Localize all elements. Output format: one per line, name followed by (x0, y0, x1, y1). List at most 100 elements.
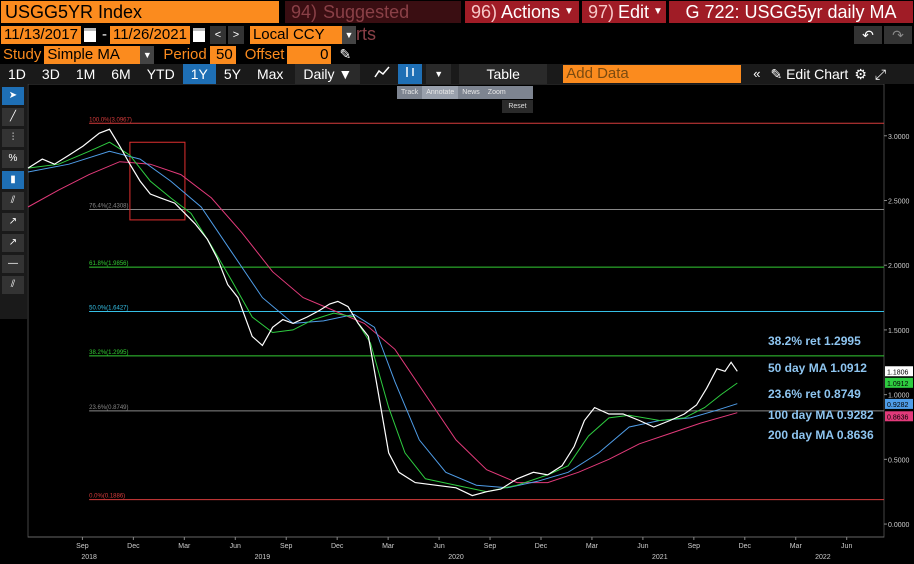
actions-button[interactable]: 96) Actions ▼ (465, 1, 579, 23)
x-tick-label: Mar (586, 543, 599, 550)
start-date-field[interactable]: 11/13/2017 (1, 25, 81, 44)
series-line-100-day-ma[interactable] (27, 150, 738, 489)
x-tick-label: Dec (535, 543, 548, 550)
offset-input[interactable]: 0 (287, 45, 332, 64)
prev-range-button[interactable]: < (209, 25, 226, 44)
undo-icon[interactable]: ↶ (854, 25, 882, 44)
annotation-text: 38.2% ret 1.2995 (768, 334, 861, 348)
x-year-label: 2019 (255, 554, 271, 561)
chart-canvas[interactable]: 100.0%(3.0967) 76.4%(2.4308) 61.8%(1.9856)… (0, 84, 914, 564)
fib-level-label: 0.0%(0.1886) (89, 494, 125, 500)
period-button-1y[interactable]: 1Y (182, 64, 216, 84)
fibonacci-tool-icon[interactable]: ⫶ (2, 129, 24, 147)
period-button-3d[interactable]: 3D (41, 66, 60, 82)
percent-tool-icon[interactable]: % (2, 150, 24, 168)
chevron-down-icon: ▼ (653, 6, 663, 17)
highlight-box[interactable] (129, 141, 186, 221)
fib-level-label: 76.4%(2.4308) (89, 203, 128, 209)
next-range-button[interactable]: > (227, 25, 244, 44)
x-tick-label: Mar (790, 543, 803, 550)
edit-label: Edit (618, 2, 650, 22)
horizontal-line-icon[interactable]: — (2, 255, 24, 273)
ray-tool-icon[interactable]: ↗ (2, 234, 24, 252)
calendar-icon[interactable] (192, 27, 205, 42)
x-tick-label: Mar (382, 543, 395, 550)
suggested-charts-num: 94) (291, 2, 318, 22)
period-button-5y[interactable]: 5Y (223, 66, 241, 82)
header-bar: USGG5YR Index 94) Suggested Charts 96) A… (0, 0, 914, 44)
drawing-toolbar: ➤ ╱ ⫶ % ▮ ⫽ ↗ ↗ — ⫽ (0, 84, 27, 319)
study-select[interactable]: Simple MA (44, 45, 141, 64)
add-data-input[interactable]: Add Data (563, 65, 742, 83)
period-button-1m[interactable]: 1M (75, 66, 96, 82)
range-dash: - (101, 26, 107, 43)
frequency-select[interactable]: Daily ▼ (295, 64, 361, 84)
last-value-tag (885, 411, 913, 422)
series-line-usgg5yr[interactable] (27, 128, 738, 497)
x-year-label: 2018 (81, 554, 97, 561)
last-value-tag (885, 366, 913, 377)
series-line-50-day-ma[interactable] (27, 141, 738, 493)
x-year-label: 2020 (448, 554, 464, 561)
last-value-label: 1.1806 (887, 369, 909, 376)
offset-label: Offset (244, 46, 285, 63)
bar-chart-icon[interactable] (398, 64, 423, 84)
line-chart-icon[interactable] (366, 64, 398, 84)
period-button-6m[interactable]: 6M (111, 66, 131, 82)
annotation-text: 50 day MA 1.0912 (768, 361, 867, 375)
edit-button[interactable]: 97) Edit ▼ (582, 1, 666, 23)
chart-toolbar: 1D 3D 1M 6M YTD 1Y 5Y Max Daily ▼ ▼ Table Add D… (0, 64, 914, 84)
series-line-200-day-ma[interactable] (27, 161, 738, 484)
expand-icon[interactable]: ⤢ (874, 66, 887, 82)
date-range-bar: 11/13/2017 - 11/26/2021 < > Local CCY ▼ … (0, 24, 914, 45)
period-button-1d[interactable]: 1D (8, 66, 26, 82)
y-tick-label: 3.0000 (888, 134, 910, 141)
x-tick-label: Sep (280, 543, 293, 550)
calendar-icon[interactable] (83, 27, 96, 42)
redo-icon[interactable]: ↷ (884, 25, 912, 44)
edit-chart-button[interactable]: ✎ Edit Chart (768, 64, 850, 84)
pencil-icon: ✎ (770, 66, 783, 82)
x-tick-label: Sep (484, 543, 497, 550)
period-button-ytd[interactable]: YTD (146, 66, 175, 82)
news-button[interactable]: News (462, 89, 480, 96)
zoom-button[interactable]: Zoom (487, 89, 506, 96)
reset-button[interactable]: Reset (502, 100, 533, 113)
settings-icon[interactable]: ⚙ (854, 66, 867, 82)
period-button-max[interactable]: Max (256, 66, 284, 82)
chevron-down-icon[interactable]: ▼ (426, 64, 452, 84)
x-year-label: 2021 (652, 554, 668, 561)
track-button[interactable]: Track (401, 89, 419, 96)
x-tick-label: Jun (230, 543, 241, 550)
chevron-down-icon[interactable]: ▼ (140, 45, 155, 64)
line-tool-icon[interactable]: ╱ (2, 108, 24, 126)
cursor-icon[interactable]: ➤ (2, 87, 24, 105)
period-label: Period (163, 46, 207, 63)
collapse-icon[interactable]: « (753, 66, 761, 81)
end-date-field[interactable]: 11/26/2021 (109, 25, 190, 44)
x-tick-label: Jun (841, 543, 852, 550)
chevron-down-icon: ▼ (564, 6, 574, 17)
x-tick-label: Dec (127, 543, 140, 550)
parallel-line-icon[interactable]: ⫽ (2, 276, 24, 294)
fib-level-label: 23.6%(0.8749) (89, 405, 128, 411)
chevron-down-icon[interactable]: ▼ (341, 25, 356, 44)
x-tick-label: Dec (331, 543, 344, 550)
suggested-charts-button[interactable]: 94) Suggested Charts (285, 1, 461, 44)
table-button[interactable]: Table (459, 64, 548, 84)
actions-label: Actions (501, 2, 561, 22)
bars-tool-icon[interactable]: ▮ (2, 171, 24, 189)
trend-tool-icon[interactable]: ↗ (2, 213, 24, 231)
channel-tool-icon[interactable]: ⫽ (2, 192, 24, 210)
plot-area[interactable] (27, 84, 885, 538)
last-value-tag (885, 398, 913, 409)
currency-select[interactable]: Local CCY (249, 25, 342, 44)
annotation-text: 23.6% ret 0.8749 (768, 387, 861, 401)
fib-level-label: 38.2%(1.2995) (89, 350, 128, 356)
ticker-field[interactable]: USGG5YR Index (1, 1, 279, 23)
study-bar: Study Simple MA ▼ Period 50 Offset 0 ✎ (0, 45, 914, 64)
pencil-icon[interactable]: ✎ (339, 46, 352, 62)
fib-level-label: 50.0%(1.6427) (89, 305, 128, 311)
period-input[interactable]: 50 (209, 45, 236, 64)
annotate-button[interactable]: Annotate (422, 86, 459, 99)
